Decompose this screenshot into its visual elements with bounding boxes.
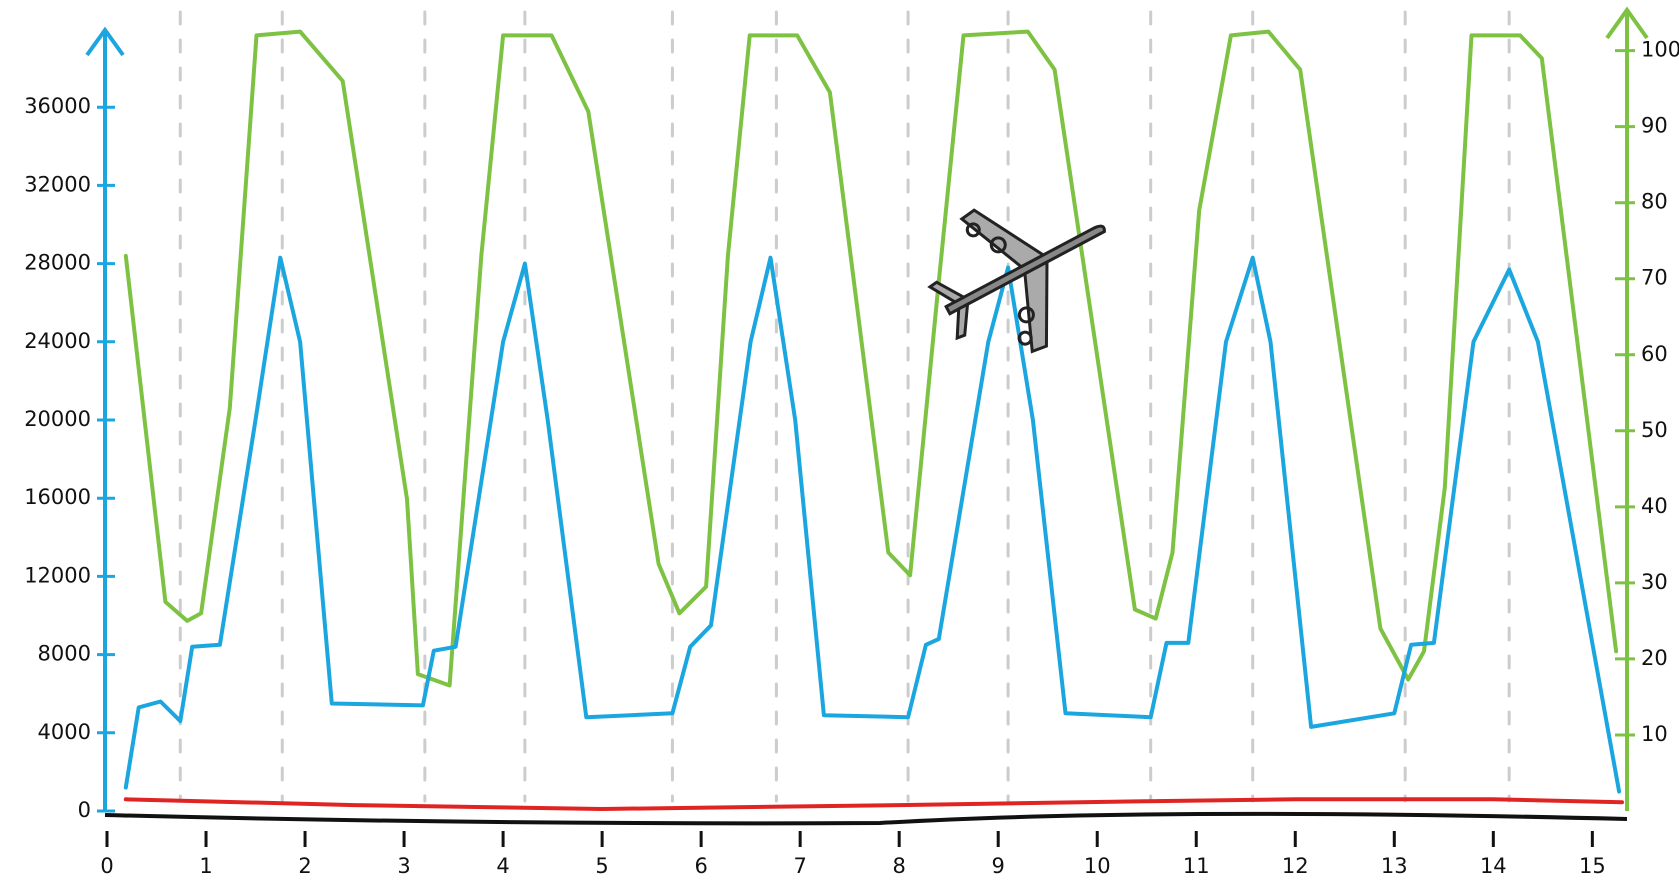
series-line: [123, 797, 1624, 811]
x-tick-label: 6: [694, 854, 707, 878]
airplane-icon: [927, 208, 1106, 354]
x-tick-label: 13: [1381, 854, 1408, 878]
x-tick-label: 10: [1084, 854, 1111, 878]
x-tick-label: 9: [992, 854, 1005, 878]
y-tick-label: 0: [78, 798, 91, 822]
x-tick-label: 0: [100, 854, 113, 878]
series-line: [123, 29, 1619, 688]
y2-tick-label: 100: [1641, 38, 1679, 62]
x-tick-label: 15: [1579, 854, 1606, 878]
y-tick-label: 24000: [24, 329, 91, 353]
y2-tick-label: 60: [1641, 342, 1668, 366]
x-axis: [104, 811, 1628, 826]
y-tick-label: 36000: [24, 94, 91, 118]
y-tick-label: 4000: [38, 720, 91, 744]
x-tick-label: 1: [199, 854, 212, 878]
y2-tick-label: 20: [1641, 646, 1668, 670]
x-tick-label: 3: [397, 854, 410, 878]
y2-tick-label: 40: [1641, 494, 1668, 518]
x-tick-label: 2: [298, 854, 311, 878]
series-line: [123, 255, 1622, 794]
y2-tick-label: 90: [1641, 114, 1668, 138]
y2-tick-label: 80: [1641, 190, 1668, 214]
y-tick-label: 28000: [24, 251, 91, 275]
y2-tick-label: 30: [1641, 570, 1668, 594]
y-tick-label: 20000: [24, 407, 91, 431]
y-tick-label: 16000: [24, 485, 91, 509]
x-tick-label: 5: [595, 854, 608, 878]
y-tick-label: 8000: [38, 642, 91, 666]
right-axis-arrow: [1605, 6, 1649, 40]
x-tick-label: 11: [1183, 854, 1210, 878]
y2-tick-label: 50: [1641, 418, 1668, 442]
left-axis-arrow: [85, 26, 125, 57]
y2-tick-label: 10: [1641, 722, 1668, 746]
x-tick-label: 12: [1282, 854, 1309, 878]
x-tick-label: 14: [1480, 854, 1507, 878]
x-tick-label: 7: [793, 854, 806, 878]
y-tick-label: 12000: [24, 563, 91, 587]
y2-tick-label: 70: [1641, 266, 1668, 290]
x-tick-label: 8: [892, 854, 905, 878]
x-tick-label: 4: [496, 854, 509, 878]
y-tick-label: 32000: [24, 172, 91, 196]
